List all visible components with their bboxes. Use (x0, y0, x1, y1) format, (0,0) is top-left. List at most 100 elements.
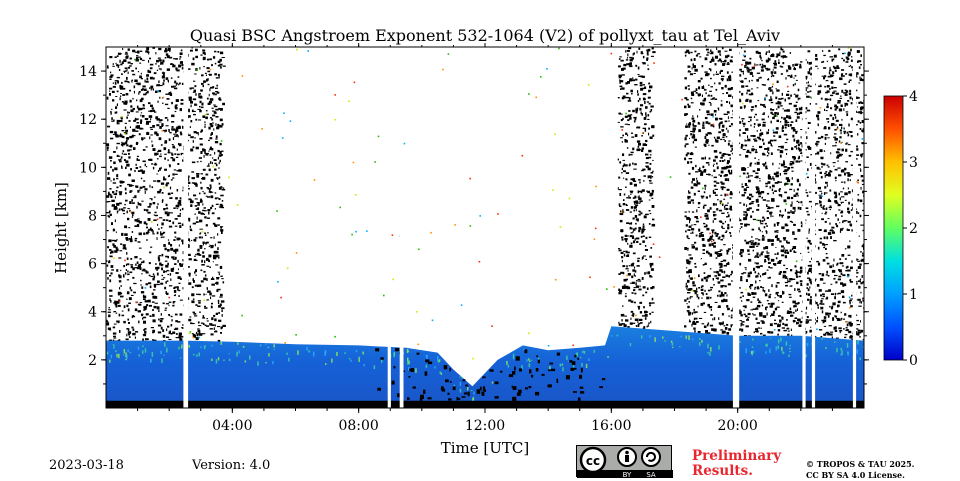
noise-speck (797, 318, 799, 321)
noise-speck (156, 173, 158, 175)
noise-speck (134, 219, 138, 222)
noise-speck (742, 119, 744, 123)
noise-speck (127, 318, 130, 321)
noise-speck (793, 138, 796, 142)
noise-speck (630, 193, 632, 195)
noise-speck (835, 194, 838, 198)
noise-speck (746, 319, 749, 321)
noise-speck (630, 263, 634, 267)
noise-speck (704, 144, 707, 147)
noise-speck (167, 118, 169, 122)
noise-speck (839, 136, 842, 139)
noise-speck (715, 235, 718, 237)
noise-speck (136, 125, 140, 128)
noise-speck (716, 71, 717, 73)
noise-speck (152, 339, 155, 342)
noise-speck (646, 144, 648, 146)
noise-speck (787, 278, 789, 282)
noise-speck (627, 134, 629, 137)
noise-speck (175, 320, 178, 323)
noise-speck (208, 259, 210, 261)
noise-speck (212, 165, 215, 168)
noise-speck (641, 149, 644, 152)
noise-speck (114, 250, 118, 253)
noise-speck (175, 272, 179, 274)
noise-speck (633, 120, 636, 123)
noise-speck (857, 179, 859, 181)
noise-speck (209, 148, 212, 151)
noise-speck (786, 85, 789, 88)
noise-speck (148, 110, 152, 112)
noise-speck (134, 51, 138, 53)
noise-speck (624, 139, 627, 142)
noise-speck (111, 90, 115, 93)
noise-speck (625, 112, 627, 115)
noise-speck (713, 271, 717, 273)
noise-speck (204, 121, 206, 124)
noise-speck (211, 148, 214, 151)
noise-speck (805, 173, 808, 175)
noise-speck (723, 299, 726, 302)
noise-speck (782, 274, 786, 278)
noise-speck (641, 147, 644, 150)
noise-speck (764, 261, 766, 263)
noise-speck (836, 262, 839, 266)
noise-speck (712, 203, 715, 206)
layer-streak (707, 351, 709, 354)
noise-speck (281, 137, 284, 139)
noise-speck (638, 210, 641, 212)
noise-speck (647, 114, 650, 117)
noise-speck (860, 291, 862, 294)
noise-speck (206, 299, 209, 301)
noise-speck (746, 186, 750, 188)
noise-speck (798, 155, 800, 159)
noise-speck (156, 133, 159, 137)
noise-speck (115, 62, 117, 65)
noise-speck (167, 159, 169, 162)
noise-speck (175, 337, 179, 339)
noise-speck (190, 204, 193, 207)
noise-speck (787, 211, 791, 214)
noise-speck (106, 322, 110, 326)
noise-speck (751, 292, 754, 295)
noise-speck (832, 71, 834, 74)
noise-speck (845, 269, 849, 272)
noise-speck (637, 145, 640, 148)
noise-speck (146, 90, 149, 94)
layer-streak (789, 344, 791, 347)
noise-speck (784, 142, 788, 144)
noise-speck (796, 112, 799, 116)
noise-speck (719, 269, 723, 272)
noise-speck (824, 186, 827, 189)
noise-speck (713, 73, 715, 76)
noise-speck (617, 187, 619, 190)
noise-speck (766, 312, 768, 316)
noise-speck (777, 231, 779, 233)
noise-speck (854, 96, 858, 99)
noise-speck (730, 234, 732, 237)
noise-speck (826, 85, 830, 88)
noise-speck (219, 303, 222, 307)
noise-speck (214, 50, 217, 53)
noise-speck (116, 76, 120, 79)
noise-speck (862, 243, 864, 247)
noise-speck (130, 264, 134, 266)
noise-speck (638, 288, 642, 291)
noise-speck (819, 171, 822, 174)
noise-speck (110, 74, 114, 77)
noise-speck (726, 216, 728, 218)
noise-speck (767, 261, 771, 264)
noise-speck (119, 185, 122, 187)
noise-speck (651, 311, 654, 313)
noise-speck (857, 120, 860, 123)
noise-speck (211, 118, 214, 121)
noise-speck (150, 104, 153, 107)
noise-speck (139, 109, 143, 111)
noise-speck (138, 91, 141, 93)
noise-speck (723, 325, 726, 327)
noise-speck (684, 51, 688, 54)
noise-speck (780, 66, 784, 68)
layer-streak (178, 346, 180, 350)
noise-speck (822, 49, 824, 53)
noise-speck (120, 133, 122, 135)
